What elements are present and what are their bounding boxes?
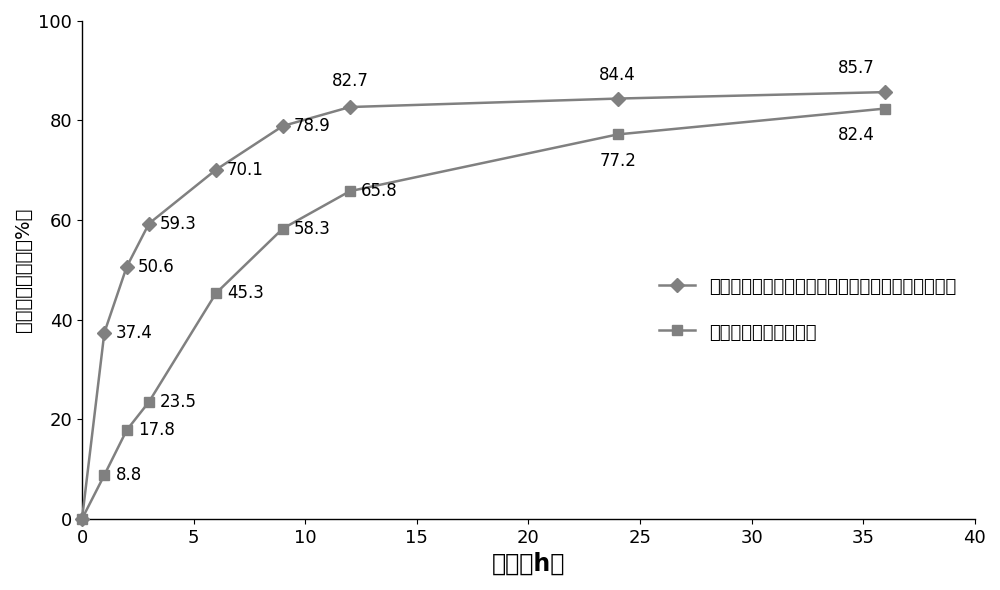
Text: 45.3: 45.3: [227, 284, 264, 302]
Legend: 紫杉醇靶向脂质体（未添加星型胆酸功能化聚乳酸）, 紫杉醇靶向缓释脂质体: 紫杉醇靶向脂质体（未添加星型胆酸功能化聚乳酸）, 紫杉醇靶向缓释脂质体: [650, 269, 966, 350]
Text: 8.8: 8.8: [116, 466, 142, 484]
Text: 82.7: 82.7: [331, 71, 368, 90]
Text: 85.7: 85.7: [838, 59, 874, 77]
Y-axis label: 累积释药百分率（%）: 累积释药百分率（%）: [14, 208, 33, 332]
Text: 84.4: 84.4: [599, 65, 636, 84]
Text: 50.6: 50.6: [138, 258, 175, 276]
Text: 70.1: 70.1: [227, 160, 264, 179]
Text: 65.8: 65.8: [361, 182, 398, 200]
X-axis label: 时间（h）: 时间（h）: [492, 552, 565, 576]
Text: 37.4: 37.4: [116, 323, 152, 342]
Text: 17.8: 17.8: [138, 421, 175, 439]
Text: 23.5: 23.5: [160, 393, 197, 411]
Text: 78.9: 78.9: [294, 117, 331, 135]
Text: 77.2: 77.2: [599, 152, 636, 170]
Text: 59.3: 59.3: [160, 215, 197, 232]
Text: 58.3: 58.3: [294, 219, 331, 238]
Text: 82.4: 82.4: [837, 126, 874, 144]
